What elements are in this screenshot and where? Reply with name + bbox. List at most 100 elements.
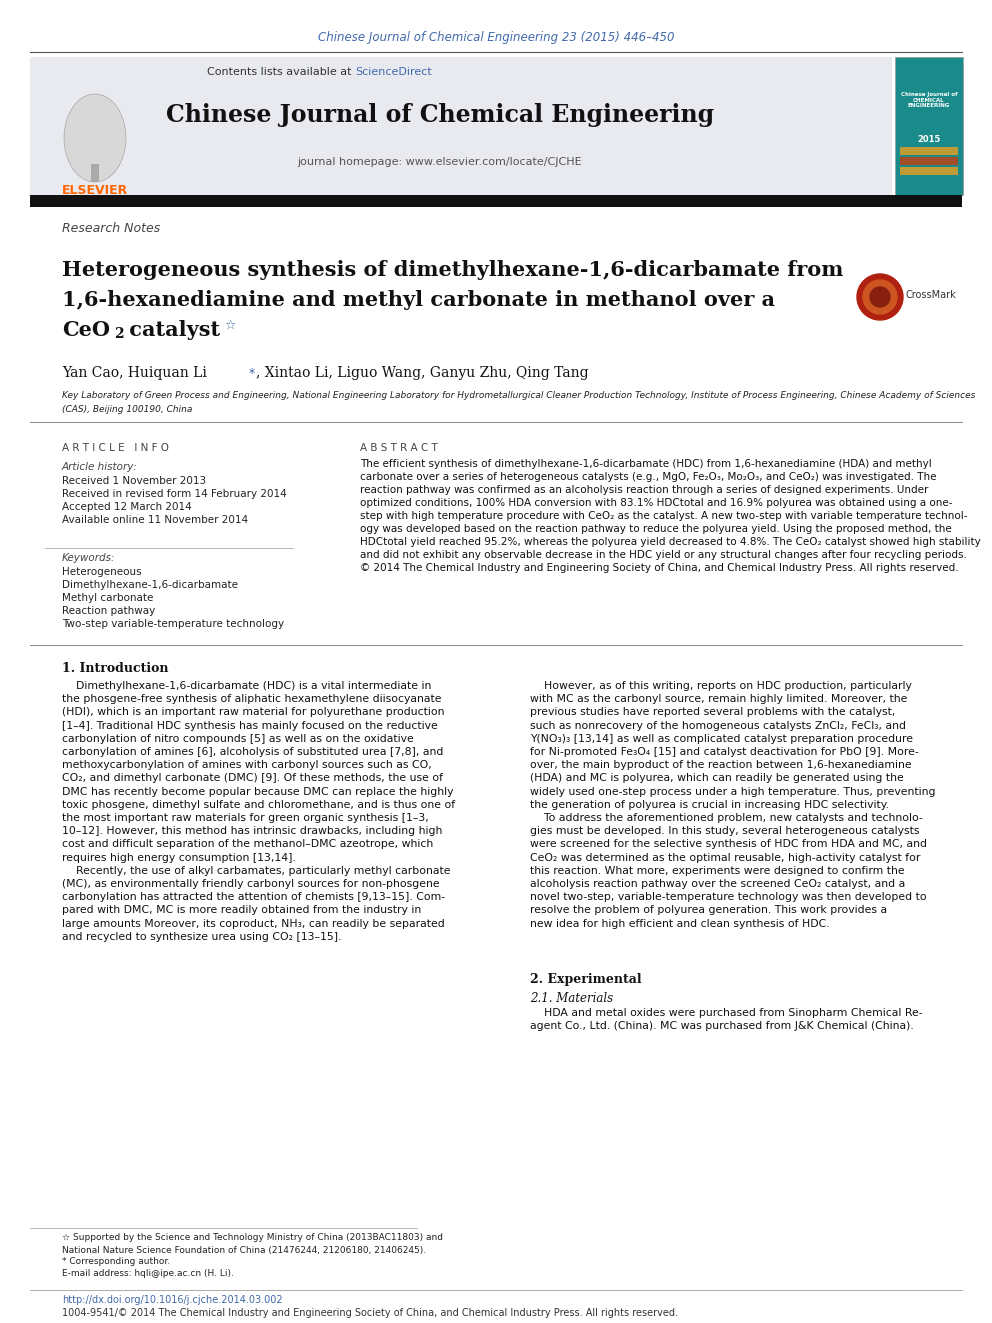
Text: novel two-step, variable-temperature technology was then developed to: novel two-step, variable-temperature tec… bbox=[530, 892, 927, 902]
Text: [1–4]. Traditional HDC synthesis has mainly focused on the reductive: [1–4]. Traditional HDC synthesis has mai… bbox=[62, 721, 437, 730]
Text: Heterogeneous: Heterogeneous bbox=[62, 568, 142, 577]
Text: * Corresponding author.: * Corresponding author. bbox=[62, 1257, 170, 1266]
Text: Two-step variable-temperature technology: Two-step variable-temperature technology bbox=[62, 619, 284, 628]
FancyBboxPatch shape bbox=[895, 57, 963, 194]
Text: CeO₂ was determined as the optimal reusable, high-activity catalyst for: CeO₂ was determined as the optimal reusa… bbox=[530, 852, 921, 863]
Text: 2.1. Materials: 2.1. Materials bbox=[530, 991, 613, 1004]
Text: 2: 2 bbox=[114, 327, 124, 341]
Text: CeO: CeO bbox=[62, 320, 110, 340]
Text: Article history:: Article history: bbox=[62, 462, 138, 472]
Text: catalyst: catalyst bbox=[122, 320, 220, 340]
Text: Keywords:: Keywords: bbox=[62, 553, 115, 564]
Text: Y(NO₃)₃ [13,14] as well as complicated catalyst preparation procedure: Y(NO₃)₃ [13,14] as well as complicated c… bbox=[530, 734, 913, 744]
Text: , Xintao Li, Liguo Wang, Ganyu Zhu, Qing Tang: , Xintao Li, Liguo Wang, Ganyu Zhu, Qing… bbox=[256, 366, 588, 380]
Text: Recently, the use of alkyl carbamates, particularly methyl carbonate: Recently, the use of alkyl carbamates, p… bbox=[62, 865, 450, 876]
Text: Reaction pathway: Reaction pathway bbox=[62, 606, 156, 617]
Text: Chinese Journal of Chemical Engineering: Chinese Journal of Chemical Engineering bbox=[166, 103, 714, 127]
Text: carbonylation has attracted the attention of chemists [9,13–15]. Com-: carbonylation has attracted the attentio… bbox=[62, 892, 445, 902]
Text: ScienceDirect: ScienceDirect bbox=[355, 67, 432, 77]
Text: the phosgene-free synthesis of aliphatic hexamethylene diisocyanate: the phosgene-free synthesis of aliphatic… bbox=[62, 695, 441, 704]
Text: previous studies have reported several problems with the catalyst,: previous studies have reported several p… bbox=[530, 708, 896, 717]
Text: CrossMark: CrossMark bbox=[905, 290, 955, 300]
Text: Chinese Journal of
CHEMICAL
ENGINEERING: Chinese Journal of CHEMICAL ENGINEERING bbox=[901, 91, 957, 108]
Text: HDA and metal oxides were purchased from Sinopharm Chemical Re-: HDA and metal oxides were purchased from… bbox=[530, 1008, 923, 1017]
Text: Contents lists available at: Contents lists available at bbox=[207, 67, 355, 77]
Text: gies must be developed. In this study, several heterogeneous catalysts: gies must be developed. In this study, s… bbox=[530, 826, 920, 836]
Text: journal homepage: www.elsevier.com/locate/CJCHE: journal homepage: www.elsevier.com/locat… bbox=[298, 157, 582, 167]
Text: http://dx.doi.org/10.1016/j.cjche.2014.03.002: http://dx.doi.org/10.1016/j.cjche.2014.0… bbox=[62, 1295, 283, 1304]
Ellipse shape bbox=[64, 94, 126, 183]
Text: 2015: 2015 bbox=[918, 135, 940, 144]
Text: methoxycarbonylation of amines with carbonyl sources such as CO,: methoxycarbonylation of amines with carb… bbox=[62, 761, 432, 770]
Text: reaction pathway was confirmed as an alcoholysis reaction through a series of de: reaction pathway was confirmed as an alc… bbox=[360, 486, 929, 495]
Text: National Nature Science Foundation of China (21476244, 21206180, 21406245).: National Nature Science Foundation of Ch… bbox=[62, 1245, 427, 1254]
Text: (CAS), Beijing 100190, China: (CAS), Beijing 100190, China bbox=[62, 405, 192, 414]
Text: ☆: ☆ bbox=[224, 319, 235, 332]
FancyBboxPatch shape bbox=[30, 57, 892, 194]
Text: agent Co., Ltd. (China). MC was purchased from J&K Chemical (China).: agent Co., Ltd. (China). MC was purchase… bbox=[530, 1021, 914, 1031]
Text: for Ni-promoted Fe₃O₄ [15] and catalyst deactivation for PbO [9]. More-: for Ni-promoted Fe₃O₄ [15] and catalyst … bbox=[530, 747, 919, 757]
Text: 1004-9541/© 2014 The Chemical Industry and Engineering Society of China, and Che: 1004-9541/© 2014 The Chemical Industry a… bbox=[62, 1308, 678, 1318]
Text: CO₂, and dimethyl carbonate (DMC) [9]. Of these methods, the use of: CO₂, and dimethyl carbonate (DMC) [9]. O… bbox=[62, 774, 443, 783]
Text: optimized conditions, 100% HDA conversion with 83.1% HDCtotal and 16.9% polyurea: optimized conditions, 100% HDA conversio… bbox=[360, 497, 952, 508]
Text: such as nonrecovery of the homogeneous catalysts ZnCl₂, FeCl₃, and: such as nonrecovery of the homogeneous c… bbox=[530, 721, 906, 730]
Text: ELSEVIER: ELSEVIER bbox=[62, 184, 128, 197]
Text: Accepted 12 March 2014: Accepted 12 March 2014 bbox=[62, 501, 191, 512]
Text: A B S T R A C T: A B S T R A C T bbox=[360, 443, 437, 452]
Text: To address the aforementioned problem, new catalysts and technolo-: To address the aforementioned problem, n… bbox=[530, 814, 923, 823]
Text: © 2014 The Chemical Industry and Engineering Society of China, and Chemical Indu: © 2014 The Chemical Industry and Enginee… bbox=[360, 564, 958, 573]
Text: Research Notes: Research Notes bbox=[62, 221, 161, 234]
Text: and recycled to synthesize urea using CO₂ [13–15].: and recycled to synthesize urea using CO… bbox=[62, 931, 341, 942]
Text: requires high energy consumption [13,14].: requires high energy consumption [13,14]… bbox=[62, 852, 296, 863]
Bar bbox=[900, 147, 958, 155]
Text: the most important raw materials for green organic synthesis [1–3,: the most important raw materials for gre… bbox=[62, 814, 429, 823]
Text: Dimethylhexane-1,6-dicarbamate (HDC) is a vital intermediate in: Dimethylhexane-1,6-dicarbamate (HDC) is … bbox=[62, 681, 432, 691]
Text: resolve the problem of polyurea generation. This work provides a: resolve the problem of polyurea generati… bbox=[530, 905, 887, 916]
Text: large amounts Moreover, its coproduct, NH₃, can readily be separated: large amounts Moreover, its coproduct, N… bbox=[62, 918, 444, 929]
Bar bbox=[900, 167, 958, 175]
Text: 1. Introduction: 1. Introduction bbox=[62, 662, 169, 675]
Text: However, as of this writing, reports on HDC production, particularly: However, as of this writing, reports on … bbox=[530, 681, 912, 691]
Text: E-mail address: hqli@ipe.ac.cn (H. Li).: E-mail address: hqli@ipe.ac.cn (H. Li). bbox=[62, 1270, 234, 1278]
Text: 1,6-hexanediamine and methyl carbonate in methanol over a: 1,6-hexanediamine and methyl carbonate i… bbox=[62, 290, 775, 310]
Text: *: * bbox=[249, 366, 255, 380]
Text: Received 1 November 2013: Received 1 November 2013 bbox=[62, 476, 206, 486]
Text: Methyl carbonate: Methyl carbonate bbox=[62, 593, 154, 603]
Circle shape bbox=[870, 287, 890, 307]
Text: 2. Experimental: 2. Experimental bbox=[530, 974, 642, 987]
Text: Dimethylhexane-1,6-dicarbamate: Dimethylhexane-1,6-dicarbamate bbox=[62, 579, 238, 590]
Text: carbonylation of nitro compounds [5] as well as on the oxidative: carbonylation of nitro compounds [5] as … bbox=[62, 734, 414, 744]
Text: carbonate over a series of heterogeneous catalysts (e.g., MgO, Fe₂O₃, Mo₂O₃, and: carbonate over a series of heterogeneous… bbox=[360, 472, 936, 482]
Text: Yan Cao, Huiquan Li: Yan Cao, Huiquan Li bbox=[62, 366, 211, 380]
Text: Chinese Journal of Chemical Engineering 23 (2015) 446–450: Chinese Journal of Chemical Engineering … bbox=[317, 32, 675, 45]
Bar bbox=[900, 157, 958, 165]
Text: A R T I C L E   I N F O: A R T I C L E I N F O bbox=[62, 443, 169, 452]
Text: ☆ Supported by the Science and Technology Ministry of China (2013BAC11803) and: ☆ Supported by the Science and Technolog… bbox=[62, 1233, 443, 1242]
Text: the generation of polyurea is crucial in increasing HDC selectivity.: the generation of polyurea is crucial in… bbox=[530, 800, 889, 810]
Text: Key Laboratory of Green Process and Engineering, National Engineering Laboratory: Key Laboratory of Green Process and Engi… bbox=[62, 392, 975, 401]
Circle shape bbox=[857, 274, 903, 320]
Text: (MC), as environmentally friendly carbonyl sources for non-phosgene: (MC), as environmentally friendly carbon… bbox=[62, 878, 439, 889]
Text: DMC has recently become popular because DMC can replace the highly: DMC has recently become popular because … bbox=[62, 787, 453, 796]
Text: 10–12]. However, this method has intrinsic drawbacks, including high: 10–12]. However, this method has intrins… bbox=[62, 826, 442, 836]
Bar bbox=[91, 164, 99, 183]
Text: Received in revised form 14 February 2014: Received in revised form 14 February 201… bbox=[62, 490, 287, 499]
Text: this reaction. What more, experiments were designed to confirm the: this reaction. What more, experiments we… bbox=[530, 865, 905, 876]
Circle shape bbox=[863, 280, 897, 314]
Text: HDCtotal yield reached 95.2%, whereas the polyurea yield decreased to 4.8%. The : HDCtotal yield reached 95.2%, whereas th… bbox=[360, 537, 981, 546]
Text: carbonylation of amines [6], alcoholysis of substituted urea [7,8], and: carbonylation of amines [6], alcoholysis… bbox=[62, 747, 443, 757]
Text: with MC as the carbonyl source, remain highly limited. Moreover, the: with MC as the carbonyl source, remain h… bbox=[530, 695, 908, 704]
Text: Heterogeneous synthesis of dimethylhexane-1,6-dicarbamate from: Heterogeneous synthesis of dimethylhexan… bbox=[62, 261, 843, 280]
Text: step with high temperature procedure with CeO₂ as the catalyst. A new two-step w: step with high temperature procedure wit… bbox=[360, 511, 967, 521]
Text: over, the main byproduct of the reaction between 1,6-hexanediamine: over, the main byproduct of the reaction… bbox=[530, 761, 912, 770]
Text: and did not exhibit any observable decrease in the HDC yield or any structural c: and did not exhibit any observable decre… bbox=[360, 550, 967, 560]
Text: were screened for the selective synthesis of HDC from HDA and MC, and: were screened for the selective synthesi… bbox=[530, 839, 927, 849]
Text: Available online 11 November 2014: Available online 11 November 2014 bbox=[62, 515, 248, 525]
Text: (HDA) and MC is polyurea, which can readily be generated using the: (HDA) and MC is polyurea, which can read… bbox=[530, 774, 904, 783]
Text: toxic phosgene, dimethyl sulfate and chloromethane, and is thus one of: toxic phosgene, dimethyl sulfate and chl… bbox=[62, 800, 455, 810]
Bar bbox=[30, 194, 962, 206]
Text: new idea for high efficient and clean synthesis of HDC.: new idea for high efficient and clean sy… bbox=[530, 918, 829, 929]
Text: cost and difficult separation of the methanol–DMC azeotrope, which: cost and difficult separation of the met… bbox=[62, 839, 434, 849]
Text: ogy was developed based on the reaction pathway to reduce the polyurea yield. Us: ogy was developed based on the reaction … bbox=[360, 524, 951, 534]
Text: widely used one-step process under a high temperature. Thus, preventing: widely used one-step process under a hig… bbox=[530, 787, 935, 796]
